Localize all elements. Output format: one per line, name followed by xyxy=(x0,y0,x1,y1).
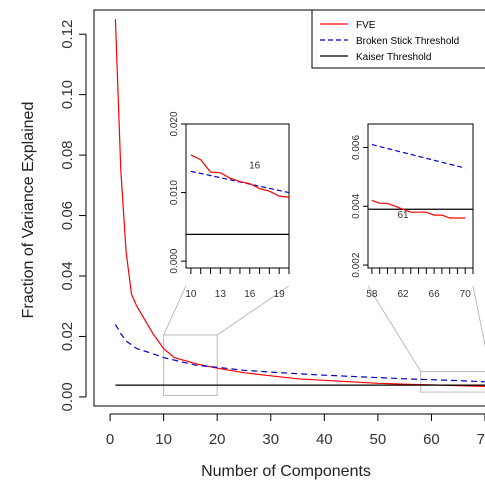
x-tick-label: 70 xyxy=(477,431,485,448)
legend-label: FVE xyxy=(356,20,376,31)
y-tick-label: 0.04 xyxy=(59,261,76,290)
inset-annotation: 16 xyxy=(249,161,261,172)
inset-x-tick-label: 62 xyxy=(397,289,409,300)
y-tick-label: 0.08 xyxy=(59,140,76,169)
y-axis-label: Fraction of Variance Explained xyxy=(20,102,37,319)
y-tick-label: 0.02 xyxy=(59,322,76,351)
legend-label: Broken Stick Threshold xyxy=(356,36,459,47)
plot-frame xyxy=(93,9,485,407)
series-line-broken-stick-threshold xyxy=(114,324,485,383)
inset-fve-line xyxy=(190,154,290,198)
legend-box xyxy=(311,9,485,69)
inset-broken-stick-line xyxy=(371,144,466,169)
y-tick-label: 0.12 xyxy=(59,20,76,49)
inset-y-tick-label: 0.010 xyxy=(169,180,180,205)
legend-label: Kaiser Threshold xyxy=(356,52,431,63)
y-tick-label: 0.00 xyxy=(59,382,76,411)
inset-plot: 0.002 0.004 0.006 58 62 66 70 61 xyxy=(351,123,474,300)
inset-y-tick-label: 0.006 xyxy=(351,135,362,160)
inset-x-tick-label: 66 xyxy=(429,289,441,300)
inset-x-tick-label: 10 xyxy=(185,289,197,300)
inset-x-tick-label: 70 xyxy=(460,289,472,300)
x-tick-label: 40 xyxy=(316,431,333,448)
inset-y-tick-label: 0.020 xyxy=(169,111,180,136)
x-tick-label: 50 xyxy=(370,431,387,448)
x-tick-label: 20 xyxy=(209,431,226,448)
x-tick-label: 30 xyxy=(262,431,279,448)
x-tick-label: 10 xyxy=(155,431,172,448)
inset-x-tick-label: 58 xyxy=(366,289,378,300)
zoom-connector xyxy=(367,285,422,372)
inset-y-tick-label: 0.002 xyxy=(351,252,362,277)
inset-x-tick-label: 19 xyxy=(274,289,286,300)
inset-frame xyxy=(185,123,290,269)
inset-frame xyxy=(367,123,474,269)
zoom-box xyxy=(420,371,485,393)
x-tick-label: 0 xyxy=(106,431,114,448)
zoom-connector xyxy=(216,285,290,336)
inset-fve-line xyxy=(371,199,466,219)
y-tick-label: 0.10 xyxy=(59,80,76,109)
inset-plot: 0.000 0.010 0.020 10 13 16 19 16 xyxy=(169,111,290,300)
zoom-connector xyxy=(472,285,485,348)
inset-x-tick-label: 16 xyxy=(244,289,256,300)
zoom-connector xyxy=(163,285,187,336)
inset-y-tick-label: 0.000 xyxy=(169,248,180,273)
inset-y-tick-label: 0.004 xyxy=(351,193,362,218)
x-tick-label: 60 xyxy=(423,431,440,448)
inset-x-tick-label: 13 xyxy=(215,289,227,300)
x-axis-label: Number of Components xyxy=(201,463,371,480)
zoom-box xyxy=(163,334,218,396)
inset-annotation: 61 xyxy=(397,210,409,221)
y-tick-label: 0.06 xyxy=(59,201,76,230)
